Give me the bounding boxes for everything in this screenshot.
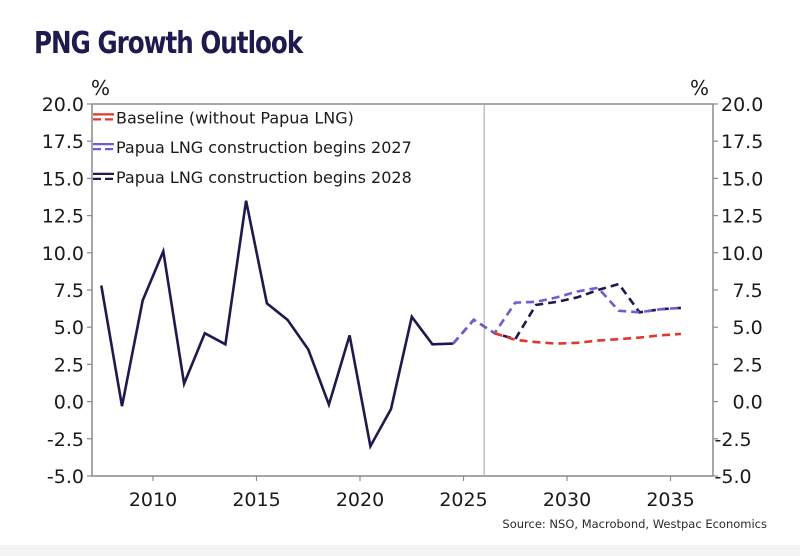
series-papua-lng-construction-begins-2028-line	[452, 282, 681, 345]
y-tick-label-right: 10.0	[721, 243, 763, 265]
chart-series	[100, 200, 681, 450]
y-tick-label-right: 17.5	[721, 131, 763, 153]
x-tick-label: 2030	[543, 489, 591, 511]
x-tick-label: 2035	[646, 489, 694, 511]
y-tick-label-left: 20.0	[42, 94, 84, 116]
y-tick-label-left: 12.5	[42, 206, 84, 228]
x-tick-label: 2020	[336, 489, 384, 511]
footer-strip	[0, 545, 800, 556]
source-note: Source: NSO, Macrobond, Westpac Economic…	[502, 517, 767, 531]
y-tick-label-right: 20.0	[721, 94, 763, 116]
y-tick-label-left: 2.5	[54, 354, 84, 376]
y-tick-label-left: 5.0	[54, 317, 84, 339]
left-axis-unit: %	[91, 76, 111, 100]
y-tick-label-left: 15.0	[42, 168, 84, 190]
y-tick-label-right: -5.0	[715, 466, 752, 488]
y-tick-label-right: 15.0	[721, 168, 763, 190]
chart-axes: 20.0 20.0 17.5 17.5 15.0 15.0 12.5 12.5 10.0 10.0…	[42, 94, 764, 511]
legend-label: Papua LNG construction begins 2027	[116, 138, 412, 157]
y-tick-label-right: -2.5	[715, 429, 752, 451]
y-tick-label-left: -2.5	[47, 429, 84, 451]
y-tick-label-right: 7.5	[733, 280, 763, 302]
series-baseline-without-papua-lng-line	[494, 331, 681, 345]
y-tick-label-left: 10.0	[42, 243, 84, 265]
series-papua-lng-construction-begins-2027-line	[452, 286, 681, 345]
y-tick-label-left: 7.5	[54, 280, 84, 302]
x-tick-label: 2015	[232, 489, 280, 511]
y-tick-label-right: 0.0	[733, 392, 763, 414]
x-tick-label: 2025	[439, 489, 487, 511]
y-tick-label-left: 0.0	[54, 392, 84, 414]
chart-legend: Baseline (without Papua LNG) Papua LNG co…	[93, 108, 412, 187]
y-tick-label-left: 17.5	[42, 131, 84, 153]
legend-label: Baseline (without Papua LNG)	[116, 108, 354, 127]
y-tick-label-right: 12.5	[721, 206, 763, 228]
y-tick-label-right: 2.5	[733, 354, 763, 376]
series-history-line	[100, 200, 454, 450]
right-axis-unit: %	[690, 76, 710, 100]
y-tick-label-right: 5.0	[733, 317, 763, 339]
legend-label: Papua LNG construction begins 2028	[116, 168, 412, 187]
y-tick-label-left: -5.0	[47, 466, 84, 488]
chart-title: PNG Growth Outlook	[34, 26, 303, 61]
x-tick-label: 2010	[129, 489, 177, 511]
